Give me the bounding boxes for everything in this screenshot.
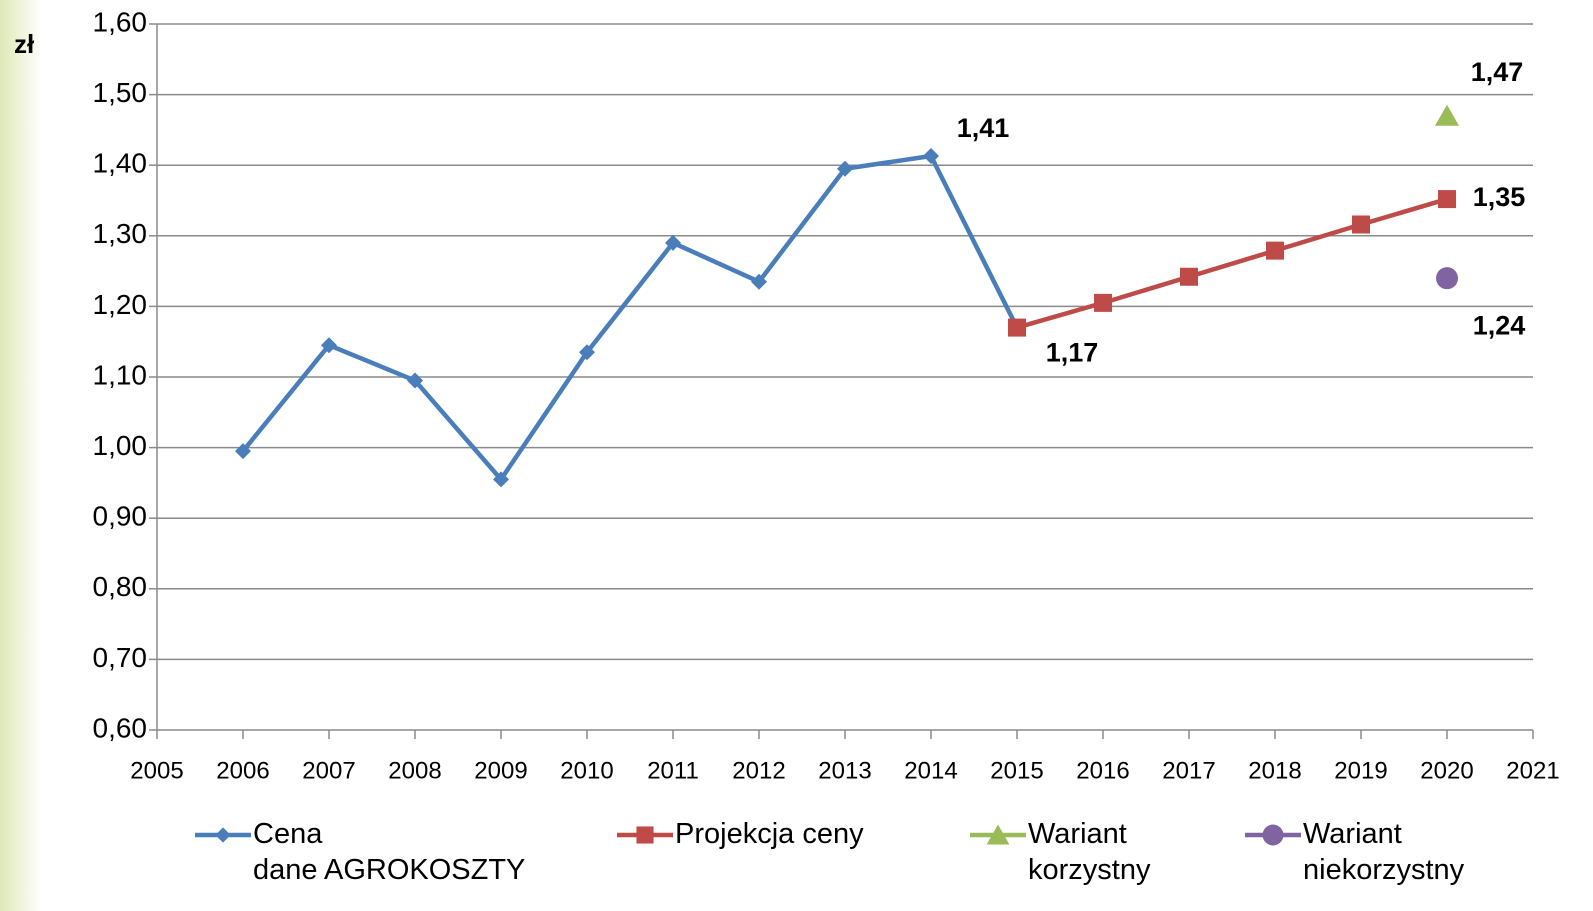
y-tick-label: 1,30 <box>93 218 148 249</box>
marker <box>1438 190 1456 209</box>
data-label: 1,24 <box>1473 310 1526 340</box>
series-line <box>241 153 1020 482</box>
x-tick-label: 2016 <box>1076 757 1129 784</box>
data-label: 1,47 <box>1471 57 1524 87</box>
x-tick-label: 2010 <box>560 757 613 784</box>
y-tick-label: 0,80 <box>93 571 148 602</box>
x-tick-label: 2009 <box>474 757 527 784</box>
marker <box>1180 267 1198 286</box>
y-tick-label: 1,10 <box>93 359 148 390</box>
marker <box>837 160 853 177</box>
marker <box>321 337 337 354</box>
x-tick-label: 2017 <box>1162 757 1215 784</box>
marker <box>923 148 939 165</box>
marker <box>1436 267 1458 290</box>
y-tick-label: 1,60 <box>93 6 148 37</box>
legend-label: Cena dane AGROKOSZTY <box>253 818 526 886</box>
y-tick-label: 1,20 <box>93 289 148 320</box>
marker <box>636 826 654 844</box>
side-strip <box>0 0 42 911</box>
x-tick-label: 2020 <box>1420 757 1473 784</box>
x-tick-label: 2021 <box>1506 757 1559 784</box>
y-tick-label: 1,00 <box>93 430 148 461</box>
x-tick-label: 2007 <box>302 757 355 784</box>
marker <box>665 234 681 251</box>
marker <box>235 443 251 460</box>
marker <box>986 824 1010 845</box>
series-line <box>1016 196 1448 330</box>
marker <box>1094 293 1112 312</box>
data-label: 1,41 <box>957 113 1010 143</box>
x-tick-label: 2008 <box>388 757 441 784</box>
x-tick-label: 2019 <box>1334 757 1387 784</box>
x-tick-label: 2012 <box>732 757 785 784</box>
marker <box>215 827 231 843</box>
x-tick-label: 2006 <box>216 757 269 784</box>
x-tick-label: 2018 <box>1248 757 1301 784</box>
marker <box>493 471 509 488</box>
marker <box>579 344 595 361</box>
x-tick-label: 2014 <box>904 757 957 784</box>
legend-label: Wariant korzystny <box>1028 818 1151 886</box>
y-tick-label: 0,90 <box>93 501 148 532</box>
legend-label: Wariant niekorzystny <box>1303 818 1465 886</box>
y-tick-label: 1,40 <box>93 148 148 179</box>
y-axis-label: zł <box>14 29 35 59</box>
marker <box>1262 824 1284 846</box>
y-tick-label: 1,50 <box>93 77 148 108</box>
marker <box>751 273 767 290</box>
x-tick-label: 2015 <box>990 757 1043 784</box>
x-tick-label: 2013 <box>818 757 871 784</box>
y-tick-label: 0,60 <box>93 712 148 743</box>
marker <box>1352 215 1370 234</box>
data-label: 1,17 <box>1046 338 1099 368</box>
marker <box>407 372 423 389</box>
data-label: 1,35 <box>1473 182 1526 212</box>
x-tick-label: 2005 <box>130 757 183 784</box>
marker <box>1435 104 1459 126</box>
marker <box>1008 318 1026 337</box>
marker <box>1266 241 1284 260</box>
legend-label: Projekcja ceny <box>675 818 864 850</box>
x-tick-label: 2011 <box>647 757 699 784</box>
y-tick-label: 0,70 <box>93 642 148 673</box>
